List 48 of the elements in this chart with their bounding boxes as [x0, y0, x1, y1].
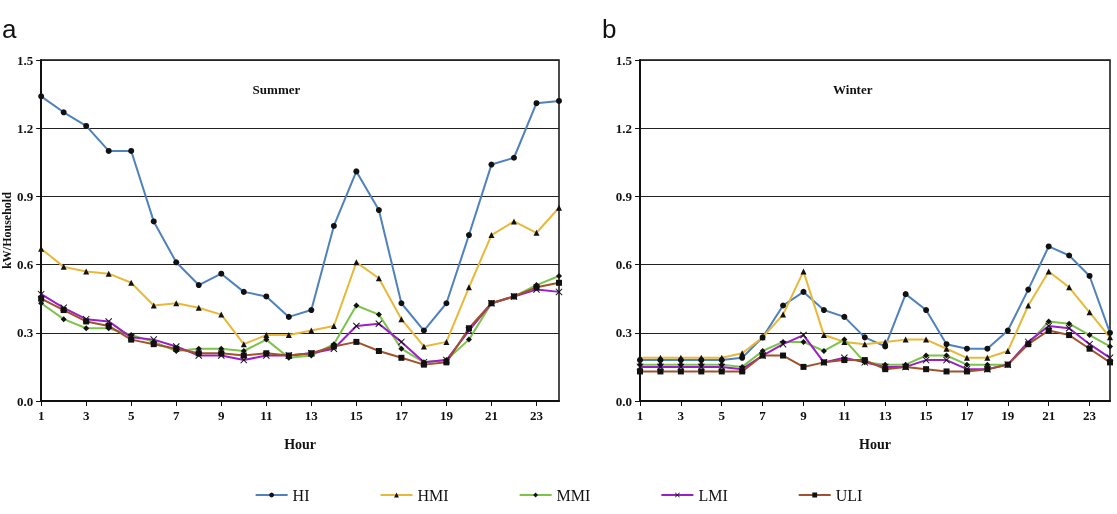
x-tick-label: 7: [172, 408, 180, 423]
x-tick-label: 3: [82, 408, 90, 423]
y-tick-label: 0.6: [615, 257, 633, 273]
x-tick-label: 3: [677, 408, 685, 423]
legend-label: HMI: [417, 486, 449, 504]
y-tick-label: 1.5: [615, 52, 633, 68]
y-tick-label: 0.9: [615, 188, 633, 204]
x-tick-label: 11: [260, 408, 273, 423]
x-axis-title: Hour: [284, 436, 317, 452]
x-tick-label: 15: [349, 408, 364, 423]
text: Summer: [252, 82, 301, 97]
y-tick-label: 0.6: [16, 257, 34, 273]
y-tick-label: 1.2: [615, 120, 632, 136]
legend-label: ULI: [835, 486, 863, 504]
text: b: [602, 14, 617, 44]
x-tick-label: 21: [484, 408, 498, 423]
text: a: [2, 14, 17, 44]
x-tick-label: 23: [1083, 408, 1097, 423]
x-tick-label: 1: [37, 408, 45, 423]
x-tick-label: 1: [636, 408, 644, 423]
x-tick-label: 17: [960, 408, 974, 423]
x-tick-label: 13: [304, 408, 319, 423]
x-tick-label: 15: [919, 408, 934, 423]
x-tick-label: 23: [529, 408, 544, 423]
x-tick-label: 13: [878, 408, 893, 423]
y-tick-label: 0.3: [16, 325, 34, 341]
x-tick-label: 17: [394, 408, 409, 423]
legend-label: HI: [292, 486, 310, 504]
y-tick-label: 0.3: [615, 325, 633, 341]
x-tick-label: 11: [838, 408, 851, 423]
y-tick-label: 0.9: [16, 188, 34, 204]
x-tick-label: 19: [439, 408, 454, 423]
y-tick-label: 0.0: [615, 393, 632, 409]
x-tick-label: 5: [718, 408, 726, 423]
x-tick-label: 5: [127, 408, 135, 423]
y-tick-label: 1.5: [16, 52, 34, 68]
legend-label: MMI: [556, 486, 591, 504]
y-tick-label: 0.0: [16, 393, 34, 409]
x-axis-title: Hour: [859, 436, 891, 452]
y-axis-title: kW/Household: [0, 191, 14, 269]
legend-label: LMI: [698, 486, 728, 504]
x-tick-label: 21: [1042, 408, 1056, 423]
x-tick-label: 7: [759, 408, 767, 423]
x-tick-label: 19: [1001, 408, 1015, 423]
text: Winter: [833, 82, 873, 97]
x-tick-label: 9: [218, 408, 226, 423]
x-tick-label: 9: [800, 408, 808, 423]
y-tick-label: 1.2: [16, 120, 34, 136]
